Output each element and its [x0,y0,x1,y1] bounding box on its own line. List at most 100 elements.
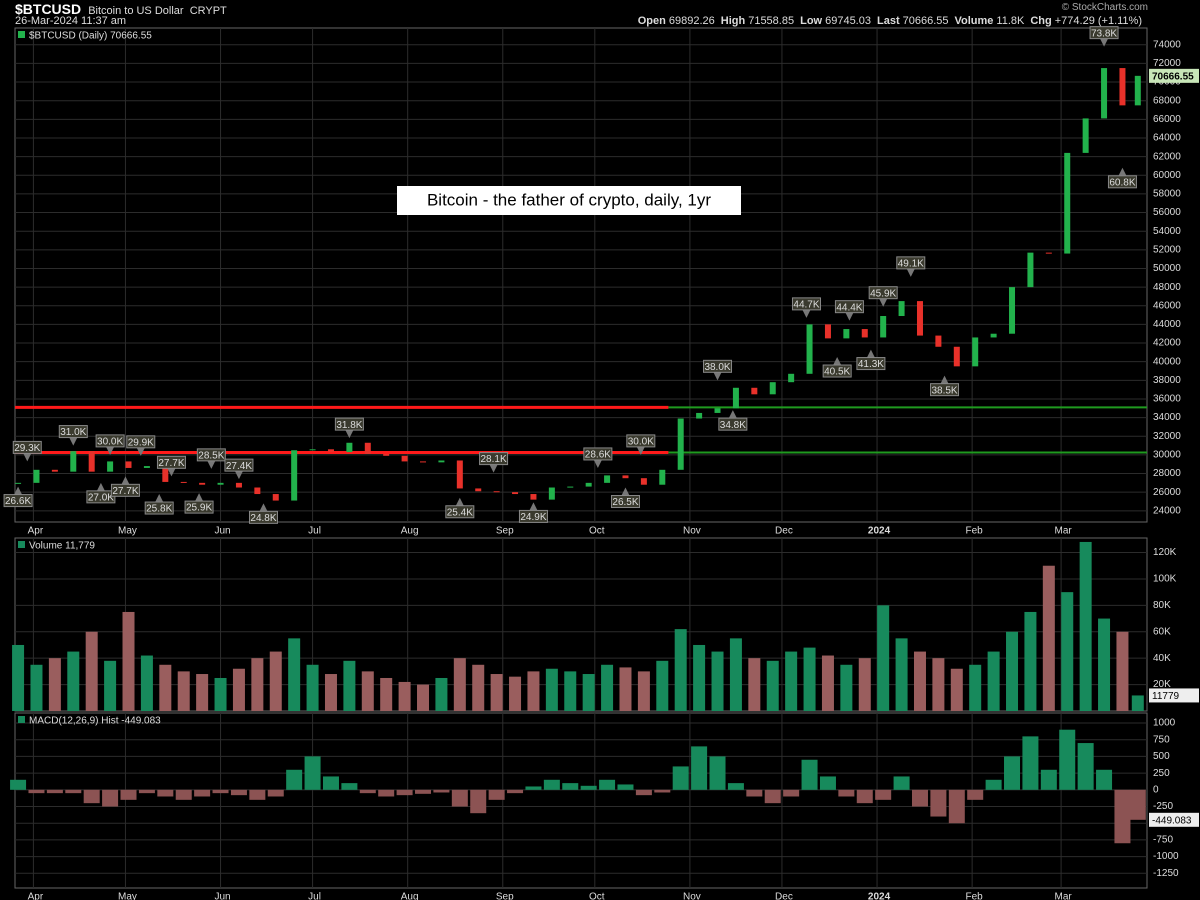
y-tick-label: 54000 [1153,226,1181,237]
annotation-marker [593,459,602,468]
instrument-name: Bitcoin to US Dollar [88,5,184,17]
y-tick-label: 60K [1153,626,1171,637]
volume-bar [269,651,282,711]
volume-bar [380,677,393,711]
macd-bar [838,789,855,797]
macd-bar [930,789,947,817]
x-tick-label: May [118,526,137,537]
annotation-box [822,364,852,378]
volume-bar [417,684,430,711]
y-tick-label: 0 [1153,784,1159,795]
candle [143,466,150,468]
annotation-box [1107,175,1137,189]
candle [1082,118,1089,153]
volume-bar [1098,618,1111,711]
exchange: CRYPT [189,5,227,17]
macd-bar [727,783,744,790]
x-tick-label: Apr [28,526,44,537]
candle [346,442,353,453]
candle [1009,287,1016,334]
y-tick-label: 58000 [1153,189,1181,200]
macd-bar [120,789,137,800]
last-value-label: 70666.55 [1152,71,1194,82]
volume-bar [343,660,356,711]
annotation-box [583,447,613,461]
y-tick-label: 38000 [1153,375,1181,386]
volume-bar [969,664,982,711]
candle [898,301,905,317]
volume-bar [877,605,890,711]
y-tick-label: 48000 [1153,282,1181,293]
y-tick-label: 40K [1153,653,1171,664]
annotation-marker [636,446,645,455]
x-tick-label: Nov [683,526,701,537]
annotation-box [703,359,733,373]
annotation-label: 34.8K [720,420,746,431]
macd-bar [709,756,726,790]
quote-value: 71558.85 [748,15,795,27]
annotation-marker [1100,38,1109,47]
macd-bar [764,789,781,804]
x-tick-label: Mar [1054,892,1072,900]
annotation-box [126,435,156,449]
volume-bar [361,671,374,711]
macd-bar [1096,769,1113,790]
x-tick-label: Mar [1054,526,1072,537]
annotation-box [518,509,548,523]
candle [401,455,408,462]
annotation-label: 41.3K [858,359,884,370]
annotation-marker [845,312,854,321]
annotation-marker [195,493,204,502]
volume-bar [693,644,706,711]
candle [1045,252,1052,254]
macd-bar [175,789,192,800]
volume-bar [159,664,172,711]
candle [677,418,684,470]
annotation-label: 27.4K [226,461,252,472]
volume-bar [122,611,135,711]
annotation-label: 38.5K [931,385,957,396]
annotation-marker [207,460,216,469]
last-value-tag [1149,68,1199,83]
candle [751,387,758,395]
annotation-marker [106,446,115,455]
x-tick-label: 2024 [868,892,891,900]
candle [843,329,850,339]
volume-bar [67,651,80,711]
volume-bar [1131,695,1144,711]
candle [70,451,77,472]
candle [640,478,647,485]
macd-bar [488,789,505,800]
annotation-marker [728,410,737,419]
macd-bar [1129,789,1146,820]
quote-value: 69745.03 [825,15,871,27]
quote-value: 70666.55 [902,15,949,27]
annotation-box [156,455,186,469]
candle [51,469,58,472]
annotation-box [12,440,42,454]
x-tick-label: Dec [775,892,793,900]
x-tick-label: Oct [589,892,605,900]
y-tick-label: 28000 [1153,468,1181,479]
volume-bar [674,629,687,711]
candle [1119,68,1126,106]
quote-label: Volume [954,15,994,27]
volume-bar [490,674,503,711]
volume-bar [858,658,871,711]
symbol: $BTCUSD [15,1,82,17]
candle [199,482,206,485]
volume-bar [766,660,779,711]
y-tick-label: 52000 [1153,244,1181,255]
candle [732,387,739,409]
volume-bar [1024,611,1037,711]
annotation-marker [940,375,949,384]
annotation-box [479,452,509,466]
x-tick-label: 2024 [868,526,891,537]
annotation-marker [136,447,145,456]
volume-bar [729,638,742,711]
annotation-marker [879,298,888,307]
volume-bar [545,668,558,711]
volume-bar [582,674,595,711]
macd-bar [1040,769,1057,790]
annotation-label: 25.8K [146,504,172,515]
